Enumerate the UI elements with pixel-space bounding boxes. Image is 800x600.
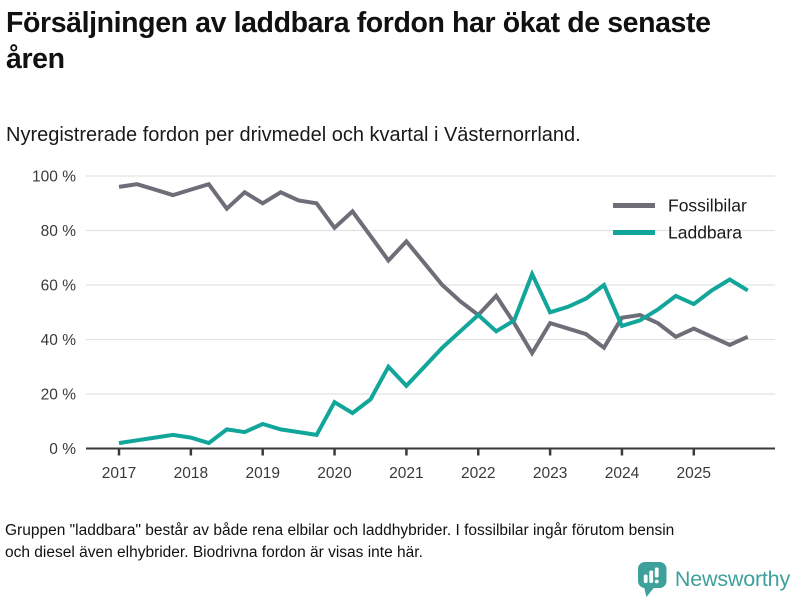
x-axis-label: 2021: [389, 465, 423, 482]
newsworthy-logo-text: Newsworthy: [674, 567, 790, 591]
x-axis-label: 2020: [317, 465, 352, 482]
series-line-laddbara: [118, 269, 749, 446]
y-axis-label: 60 %: [41, 278, 77, 295]
chart-subtitle: Nyregistrerade fordon per drivmedel och …: [6, 124, 581, 146]
legend-label-fossilbilar: Fossilbilar: [668, 196, 747, 216]
legend-label-laddbara: Laddbara: [668, 223, 742, 243]
y-axis-label: 0 %: [49, 441, 76, 458]
page-title: Försäljningen av laddbara fordon har öka…: [6, 7, 711, 75]
footnote-line-2: och diesel även elhybrider. Biodrivna fo…: [5, 544, 423, 561]
chart-footnote: Gruppen "laddbara" består av både rena e…: [5, 520, 674, 564]
line-chart: 0 % 20 % 40 % 60 % 80 % 100 % 2017 2018 2019 2020…: [32, 169, 775, 482]
series-line-fossilbilar: [118, 181, 749, 357]
y-axis-label: 20 %: [41, 387, 77, 404]
x-axis-label: 2023: [533, 465, 567, 482]
x-axis-label: 2018: [174, 465, 208, 482]
y-axis-label: 80 %: [41, 223, 77, 240]
x-axis-label: 2022: [461, 465, 495, 482]
x-axis-label: 2019: [245, 465, 279, 482]
newsworthy-logo-icon: [637, 562, 667, 597]
y-axis-label: 40 %: [41, 332, 77, 349]
newsworthy-logo: Newsworthy: [637, 561, 790, 598]
y-axis-label: 100 %: [32, 169, 76, 186]
x-axis-label: 2024: [605, 465, 640, 482]
x-axis-label: 2025: [677, 465, 711, 482]
x-axis-label: 2017: [102, 465, 136, 482]
footnote-line-1: Gruppen "laddbara" består av både rena e…: [5, 522, 675, 539]
